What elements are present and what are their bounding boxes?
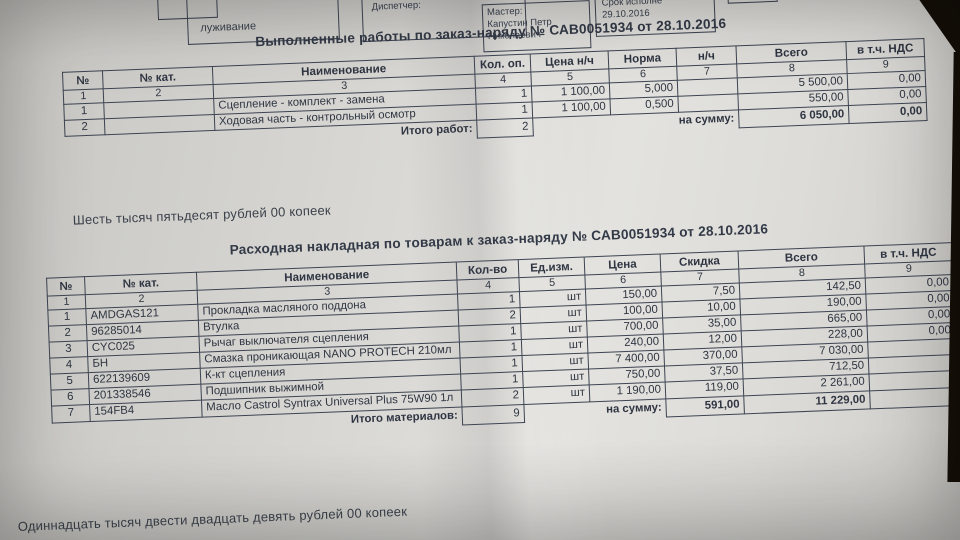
cell-num: 2 (64, 118, 105, 137)
cell-num: 4 (49, 356, 89, 375)
works-amount-in-words: Шесть тысяч пятьдесят рублей 00 копеек (72, 202, 332, 228)
cell-num: 6 (50, 388, 90, 407)
materials-col-header: Кол-во (456, 259, 519, 281)
materials-vat-value-cutoff (869, 386, 959, 409)
works-table: № № кат. Наименование Кол. оп. Цена н/ч … (62, 38, 928, 155)
materials-col-header: № (46, 276, 86, 297)
materials-discount-value: 591,00 (665, 395, 745, 417)
works-vat-value: 0,00 (848, 102, 928, 124)
cell-num: 1 (63, 102, 105, 121)
dispatcher-label: Диспетчер: (371, 0, 421, 13)
materials-total-qty: 9 (461, 404, 525, 425)
works-col-header: Кол. оп. (474, 54, 531, 75)
materials-amount-in-words: Одиннадцать тысяч двести двадцать девять… (17, 503, 408, 534)
works-sum-value: 6 050,00 (738, 105, 850, 128)
cell-num: 1 (47, 308, 87, 326)
cell-num: 2 (48, 324, 88, 343)
materials-sum-value: 11 229,00 (743, 390, 871, 414)
cell-num: 7 (51, 404, 91, 423)
materials-table: № № кат. Наименование Кол-во Ед.изм. Цен… (46, 242, 959, 441)
cell-num: 3 (49, 340, 88, 359)
works-col-header: н/ч (676, 45, 737, 67)
top-box-fragment-2 (726, 0, 778, 4)
cell-num: 5 (50, 372, 89, 391)
works-col-header: № (62, 70, 104, 91)
works-total-qty: 2 (476, 117, 534, 139)
